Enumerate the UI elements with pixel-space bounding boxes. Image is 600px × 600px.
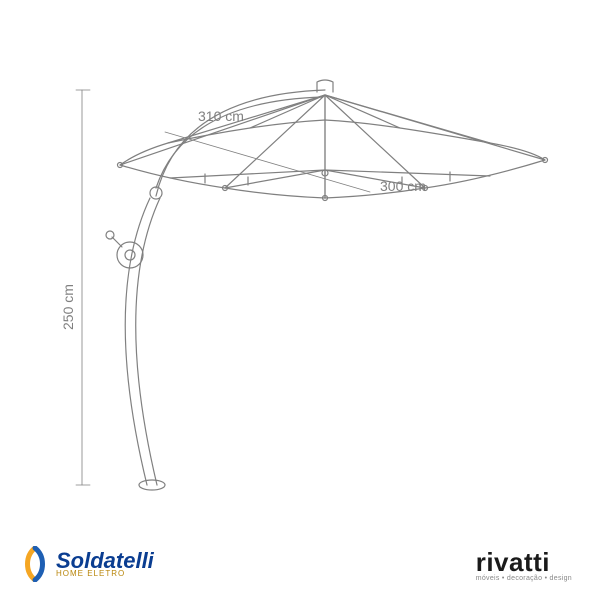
- dim-diagonal-label: 310 cm: [198, 108, 244, 124]
- logo-soldatelli-sub: HOME ELETRO: [56, 570, 154, 578]
- dim-width-label: 300 cm: [380, 178, 426, 194]
- logo-rivatti: rivatti móveis • decoração • design: [476, 549, 572, 582]
- logo-rivatti-name: rivatti: [476, 549, 572, 575]
- dim-height-label: 250 cm: [60, 284, 76, 330]
- logo-soldatelli: Soldatelli HOME ELETRO: [20, 546, 154, 582]
- logo-rivatti-sub: móveis • decoração • design: [476, 575, 572, 582]
- umbrella-diagram: [0, 0, 600, 600]
- soldatelli-swirl-icon: [20, 546, 50, 582]
